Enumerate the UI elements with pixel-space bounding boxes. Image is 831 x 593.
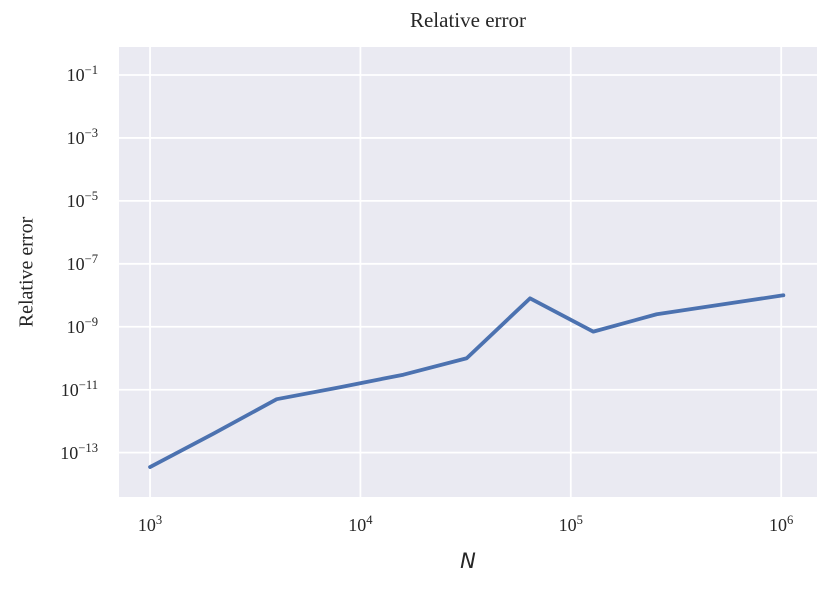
y-tick-label: 10−3 <box>66 125 98 148</box>
x-tick-label: 103 <box>137 513 163 535</box>
plot-area <box>119 47 817 497</box>
y-tick-label: 10−11 <box>60 377 98 400</box>
y-tick-label: 10−5 <box>66 188 98 211</box>
x-axis-label: N <box>460 549 476 573</box>
y-tick-label: 10−7 <box>66 251 98 274</box>
x-tick-label: 106 <box>769 513 794 535</box>
y-tick-label: 10−13 <box>60 440 98 463</box>
data-line <box>148 293 786 469</box>
x-tick-label: 105 <box>558 513 583 535</box>
chart-title: Relative error <box>409 8 527 32</box>
x-tick-label: 104 <box>348 513 373 535</box>
y-tick-label: 10−9 <box>66 314 98 337</box>
y-tick-label: 10−1 <box>66 62 98 85</box>
